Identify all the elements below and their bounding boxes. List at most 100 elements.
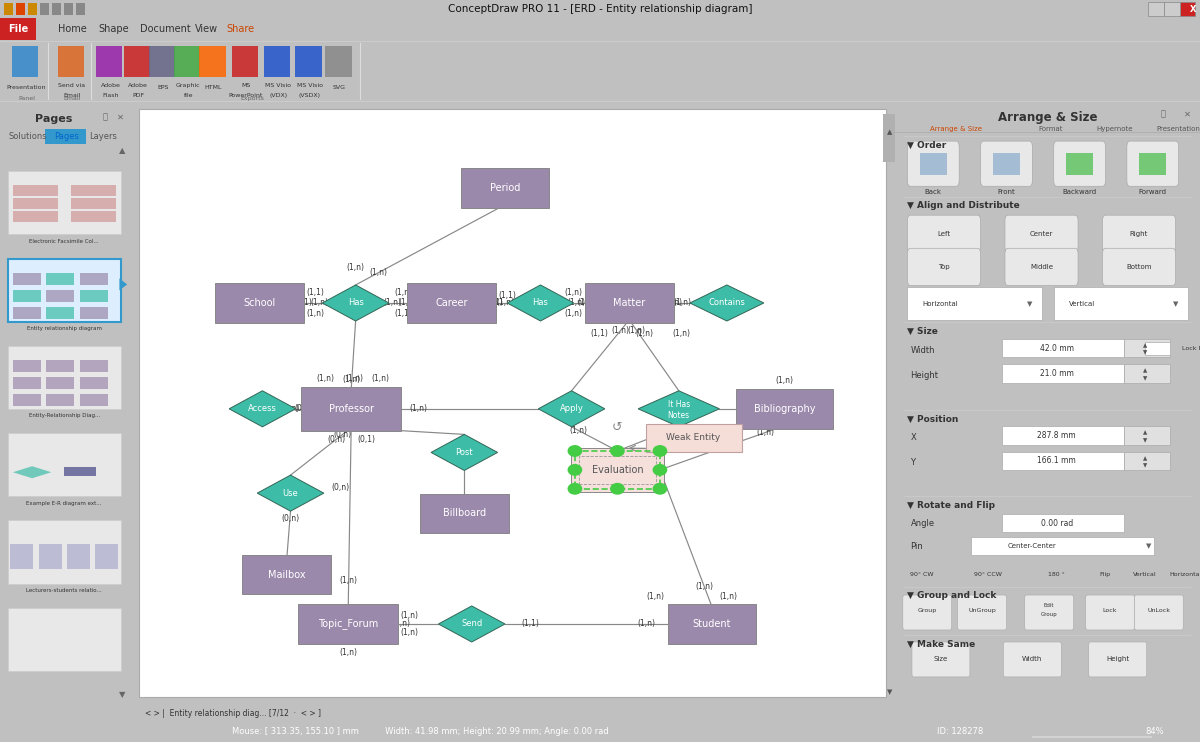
Text: Width: Width [1022, 657, 1043, 663]
FancyBboxPatch shape [7, 258, 121, 322]
Text: 180 °: 180 ° [1048, 572, 1064, 577]
Circle shape [611, 446, 624, 456]
Polygon shape [431, 434, 498, 470]
FancyBboxPatch shape [667, 604, 756, 644]
Text: Horizontal: Horizontal [1170, 572, 1200, 577]
Circle shape [569, 446, 582, 456]
Bar [13, 211, 58, 222]
FancyBboxPatch shape [96, 46, 122, 77]
Text: Electronic Facsimile Col...: Electronic Facsimile Col... [29, 239, 100, 243]
FancyBboxPatch shape [1025, 595, 1074, 630]
Text: Backward: Backward [1062, 188, 1097, 194]
Text: PDF: PDF [132, 93, 144, 98]
Text: (0,n): (0,n) [331, 483, 349, 492]
Bar [13, 186, 58, 196]
Bar [1032, 736, 1152, 738]
Text: Right: Right [1130, 231, 1148, 237]
FancyBboxPatch shape [1139, 153, 1166, 175]
Text: EPS: EPS [157, 85, 169, 90]
FancyBboxPatch shape [980, 141, 1032, 186]
FancyBboxPatch shape [12, 46, 38, 77]
Text: Professor: Professor [329, 404, 373, 414]
Text: ▼: ▼ [1146, 543, 1151, 549]
Polygon shape [638, 391, 720, 427]
Text: (1,n): (1,n) [660, 426, 678, 435]
Text: UnLock: UnLock [1147, 608, 1170, 613]
Text: ▼: ▼ [119, 691, 125, 700]
FancyBboxPatch shape [1180, 1, 1195, 16]
Text: Use: Use [283, 489, 299, 498]
Text: Exports: Exports [240, 96, 264, 101]
FancyBboxPatch shape [64, 3, 73, 16]
Bar [44, 129, 86, 144]
Text: ▼: ▼ [1144, 438, 1147, 443]
Text: (1,n): (1,n) [395, 288, 413, 297]
FancyBboxPatch shape [1002, 514, 1123, 533]
Text: (1,n): (1,n) [310, 298, 328, 307]
Text: (1,n): (1,n) [757, 428, 775, 437]
Text: (1,1): (1,1) [521, 620, 539, 628]
Text: (1,n): (1,n) [306, 309, 324, 318]
Text: (1,n): (1,n) [637, 620, 655, 628]
FancyBboxPatch shape [907, 215, 980, 252]
Text: (1,n): (1,n) [775, 376, 793, 385]
Text: (1,n): (1,n) [568, 298, 586, 307]
FancyBboxPatch shape [1004, 249, 1078, 286]
Text: < > |  Entity relationship diag... [7/12  ·  < > ]: < > | Entity relationship diag... [7/12 … [145, 709, 320, 718]
Text: (1,1): (1,1) [306, 288, 324, 297]
Text: X: X [1189, 4, 1196, 13]
Text: Bottom: Bottom [1127, 264, 1152, 270]
Text: Send: Send [461, 620, 482, 628]
Text: Pages: Pages [35, 114, 73, 124]
Text: Center-Center: Center-Center [1008, 543, 1057, 549]
FancyBboxPatch shape [52, 3, 61, 16]
FancyBboxPatch shape [7, 346, 121, 409]
Bar [13, 273, 41, 285]
Text: Top: Top [938, 264, 949, 270]
Text: Presentation: Presentation [1157, 126, 1200, 132]
Text: Home: Home [58, 24, 86, 34]
Text: Height: Height [911, 371, 938, 380]
Text: Pages: Pages [54, 132, 79, 141]
Text: (0,n): (0,n) [294, 404, 313, 413]
Text: ▼ Position: ▼ Position [907, 415, 959, 424]
Polygon shape [508, 285, 574, 321]
Text: ▲: ▲ [1144, 369, 1147, 373]
Text: ▲: ▲ [119, 145, 125, 154]
Circle shape [569, 484, 582, 494]
Text: Lecturers-students relatio...: Lecturers-students relatio... [26, 588, 102, 593]
Bar [47, 361, 74, 372]
Text: PowerPoint: PowerPoint [229, 93, 263, 98]
Text: Adobe: Adobe [101, 83, 120, 88]
Bar [11, 545, 34, 568]
Text: (1,n): (1,n) [398, 298, 416, 307]
FancyBboxPatch shape [299, 604, 398, 644]
Text: Document: Document [140, 24, 191, 34]
Text: Entity-Relationship Diag...: Entity-Relationship Diag... [29, 413, 100, 418]
Bar [71, 198, 115, 209]
FancyBboxPatch shape [1066, 153, 1093, 175]
Text: Panel: Panel [18, 96, 35, 101]
Text: Career: Career [436, 298, 468, 308]
FancyBboxPatch shape [1086, 595, 1134, 630]
Bar [13, 198, 58, 209]
Circle shape [653, 464, 667, 475]
Text: Format: Format [1038, 126, 1063, 132]
Text: Height: Height [1106, 657, 1129, 663]
Bar [79, 377, 108, 389]
Text: (1,n): (1,n) [628, 326, 646, 335]
Text: Adobe: Adobe [128, 83, 148, 88]
Text: ▼ Order: ▼ Order [907, 141, 947, 150]
Text: Weak Entity: Weak Entity [666, 433, 721, 442]
FancyBboxPatch shape [1003, 642, 1061, 677]
FancyBboxPatch shape [1004, 215, 1078, 252]
FancyBboxPatch shape [1123, 339, 1170, 357]
Text: ▼: ▼ [887, 689, 892, 695]
Circle shape [569, 464, 582, 475]
FancyBboxPatch shape [1134, 595, 1183, 630]
Polygon shape [120, 278, 127, 290]
Bar [47, 377, 74, 389]
FancyBboxPatch shape [912, 642, 970, 677]
FancyBboxPatch shape [461, 168, 550, 208]
Text: (1,n): (1,n) [317, 374, 335, 383]
